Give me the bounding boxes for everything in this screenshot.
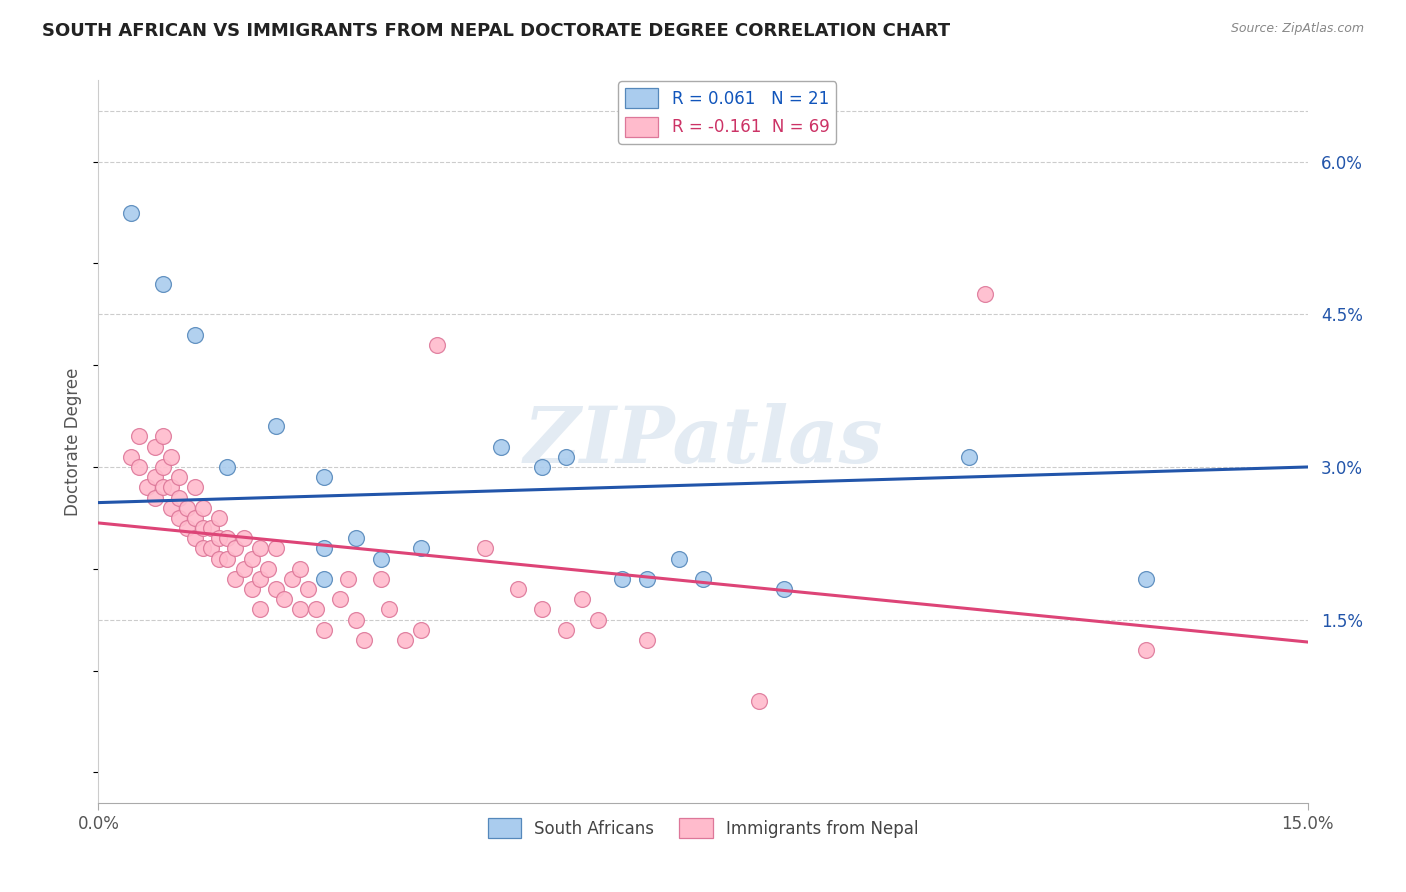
Point — [957, 450, 980, 464]
Point — [394, 632, 416, 647]
Point — [612, 572, 634, 586]
Point — [297, 582, 319, 596]
Point — [273, 592, 295, 607]
Point — [974, 287, 997, 301]
Point — [176, 500, 198, 515]
Point — [288, 602, 311, 616]
Point — [135, 480, 157, 494]
Point — [530, 460, 553, 475]
Point — [571, 592, 593, 607]
Point — [128, 429, 150, 443]
Point — [167, 511, 190, 525]
Point — [314, 572, 336, 586]
Point — [152, 480, 174, 494]
Point — [256, 562, 278, 576]
Point — [668, 551, 690, 566]
Point — [264, 541, 287, 556]
Point — [152, 460, 174, 475]
Point — [555, 450, 578, 464]
Point — [281, 572, 304, 586]
Point — [636, 632, 658, 647]
Point — [506, 582, 529, 596]
Text: ZIPatlas: ZIPatlas — [523, 403, 883, 480]
Point — [370, 551, 392, 566]
Point — [377, 602, 399, 616]
Point — [128, 460, 150, 475]
Point — [176, 521, 198, 535]
Point — [249, 572, 271, 586]
Point — [167, 491, 190, 505]
Point — [314, 623, 336, 637]
Point — [1135, 572, 1157, 586]
Point — [249, 541, 271, 556]
Point — [143, 470, 166, 484]
Point — [288, 562, 311, 576]
Point — [344, 613, 367, 627]
Point — [249, 602, 271, 616]
Point — [586, 613, 609, 627]
Point — [409, 541, 432, 556]
Point — [208, 511, 231, 525]
Text: Source: ZipAtlas.com: Source: ZipAtlas.com — [1230, 22, 1364, 36]
Point — [160, 500, 183, 515]
Point — [217, 551, 239, 566]
Point — [636, 572, 658, 586]
Point — [143, 440, 166, 454]
Point — [474, 541, 496, 556]
Point — [1135, 643, 1157, 657]
Point — [329, 592, 352, 607]
Point — [305, 602, 328, 616]
Point — [193, 500, 215, 515]
Point — [184, 511, 207, 525]
Point — [120, 205, 142, 219]
Point — [555, 623, 578, 637]
Point — [184, 327, 207, 342]
Point — [184, 531, 207, 545]
Point — [217, 460, 239, 475]
Point — [314, 541, 336, 556]
Point — [240, 582, 263, 596]
Point — [200, 541, 222, 556]
Point — [232, 531, 254, 545]
Point — [167, 470, 190, 484]
Point — [353, 632, 375, 647]
Y-axis label: Doctorate Degree: Doctorate Degree — [65, 368, 83, 516]
Point — [314, 470, 336, 484]
Point — [370, 572, 392, 586]
Point — [120, 450, 142, 464]
Point — [224, 541, 246, 556]
Point — [217, 531, 239, 545]
Point — [772, 582, 794, 596]
Point — [530, 602, 553, 616]
Point — [143, 491, 166, 505]
Point — [264, 419, 287, 434]
Point — [748, 694, 770, 708]
Point — [232, 562, 254, 576]
Point — [160, 480, 183, 494]
Point — [491, 440, 513, 454]
Point — [152, 429, 174, 443]
Point — [426, 338, 449, 352]
Point — [160, 450, 183, 464]
Point — [264, 582, 287, 596]
Point — [152, 277, 174, 291]
Point — [224, 572, 246, 586]
Point — [208, 531, 231, 545]
Point — [692, 572, 714, 586]
Point — [184, 480, 207, 494]
Point — [200, 521, 222, 535]
Point — [240, 551, 263, 566]
Point — [208, 551, 231, 566]
Point — [193, 541, 215, 556]
Point — [409, 623, 432, 637]
Point — [193, 521, 215, 535]
Point — [344, 531, 367, 545]
Text: SOUTH AFRICAN VS IMMIGRANTS FROM NEPAL DOCTORATE DEGREE CORRELATION CHART: SOUTH AFRICAN VS IMMIGRANTS FROM NEPAL D… — [42, 22, 950, 40]
Point — [337, 572, 360, 586]
Legend: South Africans, Immigrants from Nepal: South Africans, Immigrants from Nepal — [481, 812, 925, 845]
